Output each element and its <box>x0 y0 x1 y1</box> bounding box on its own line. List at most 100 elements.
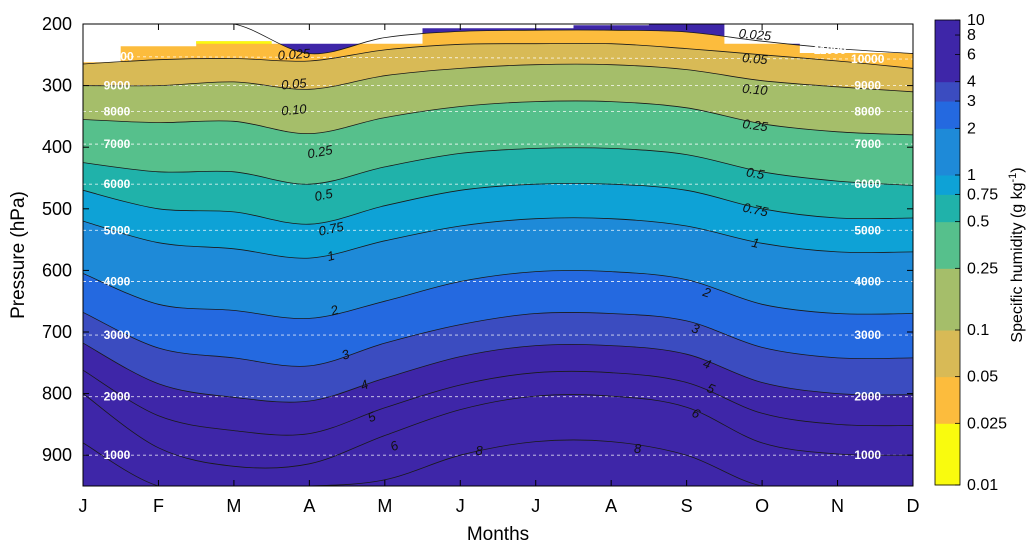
contour-line-8 <box>83 439 913 486</box>
y-tick-label: 400 <box>42 137 72 157</box>
colorbar-label: 0.75 <box>967 186 998 203</box>
altitude-label-left: 5000 <box>104 223 131 237</box>
contour-line-1 <box>83 217 913 259</box>
contour-line-6 <box>83 393 913 469</box>
colorbar-label: 0.05 <box>967 369 998 386</box>
contour-line-0.025 <box>83 24 913 55</box>
altitude-label-right: 7000 <box>854 137 881 151</box>
altitude-label-right: 4000 <box>854 274 881 288</box>
colorbar: 0.01 0.025 0.05 0.1 0.25 0.5 0.75 1 2 3 4 6 810 <box>934 12 1007 494</box>
y-tick-label: 200 <box>42 14 72 34</box>
colorbar-swatch <box>935 194 960 223</box>
colorbar-swatch <box>935 20 960 83</box>
contour-line-0.75 <box>83 182 913 225</box>
colorbar-swatch <box>935 221 960 269</box>
altitude-label-right: 2000 <box>854 390 881 404</box>
altitude-label-left: 3000 <box>104 328 131 342</box>
colorbar-label: 0.1 <box>967 322 989 339</box>
x-tick-label: S <box>681 496 693 516</box>
colorbar-label: 2 <box>967 120 976 137</box>
x-axis-title: Months <box>467 524 529 543</box>
band-fill-10 <box>83 343 913 486</box>
y-tick-label: 700 <box>42 322 72 342</box>
contour-label: 1 <box>750 235 760 251</box>
yellow-band-segment <box>196 41 272 44</box>
colorbar-swatch <box>935 101 960 129</box>
contour-lines <box>83 24 913 486</box>
colorbar-swatch <box>935 128 960 176</box>
altitude-label-right: 6000 <box>854 177 881 191</box>
colorbar-label: 10 <box>967 12 985 29</box>
colorbar-label: 6 <box>967 46 976 63</box>
altitude-label-left: 2000 <box>104 390 131 404</box>
altitude-label-left: 7000 <box>104 137 131 151</box>
contour-label: 0.10 <box>281 101 308 118</box>
altitude-label-left: 9000 <box>104 79 131 93</box>
x-tick-label: M <box>226 496 241 516</box>
contour-line-4 <box>83 342 913 403</box>
colorbar-title: Specific humidity (g kg-1) <box>1007 167 1026 342</box>
x-tick-label: M <box>377 496 392 516</box>
altitude-label-left: 1000 <box>104 448 131 462</box>
contour-label: 0.75 <box>317 219 346 239</box>
y-tick-label: 300 <box>42 76 72 96</box>
colorbar-frame <box>934 19 961 486</box>
altitude-gridline <box>83 56 913 60</box>
y-axis: 200 300 400 500 600 700 800 900 <box>42 14 913 465</box>
y-tick-label: 500 <box>42 199 72 219</box>
contour-line-0.05 <box>83 42 913 69</box>
contour-label: 8 <box>634 441 642 456</box>
colorbar-label: 0.01 <box>967 477 998 494</box>
colorbar-label: 1 <box>967 167 976 184</box>
contour-label: 0.025 <box>277 46 311 63</box>
contour-label: 0.5 <box>745 164 766 182</box>
y-tick-label: 900 <box>42 445 72 465</box>
colorbar-title-sup: -1 <box>1007 173 1019 183</box>
x-tick-label: A <box>303 496 315 516</box>
altitude-label-left: 6000 <box>104 177 131 191</box>
contour-label: 0.25 <box>742 116 770 134</box>
colorbar-title-main: Specific humidity (g kg <box>1009 183 1026 343</box>
altitude-label-left: 8000 <box>104 104 131 118</box>
colorbar-swatch <box>935 175 960 195</box>
altitude-label-left: 10000 <box>100 50 134 64</box>
colorbar-swatch <box>935 81 960 102</box>
colorbar-label: 0.25 <box>967 260 998 277</box>
x-tick-label: O <box>755 496 769 516</box>
contour-label: 8 <box>476 443 484 458</box>
colorbar-swatch <box>935 376 960 424</box>
contour-label: 4 <box>701 356 713 373</box>
contour-label: 0.75 <box>742 200 771 220</box>
altitude-label-right: 10000 <box>851 52 885 66</box>
y-tick-label: 800 <box>42 384 72 404</box>
contour-line-0.25 <box>83 100 913 136</box>
contour-label: 0.10 <box>742 81 769 98</box>
x-tick-label: F <box>153 496 164 516</box>
colorbar-label: 3 <box>967 93 976 110</box>
plot-frame <box>82 23 914 487</box>
altitude-label-left: 4000 <box>104 274 131 288</box>
colorbar-swatch <box>935 268 960 331</box>
altitude-gridlines <box>83 56 913 456</box>
altitude-label-right: 1000 <box>854 448 881 462</box>
contour-label: 0.05 <box>742 50 769 67</box>
contour-labels: 1000 1000 2000 2000 3000 3000 4000 4000 5000 5000… <box>100 26 884 462</box>
y-tick-label: 600 <box>42 260 72 280</box>
x-tick-label: J <box>456 496 465 516</box>
contour-label: 1 <box>325 248 336 264</box>
contour-line-5 <box>83 369 913 436</box>
missing-data-mask <box>83 24 913 63</box>
contour-label: 0.05 <box>281 75 308 92</box>
colorbar-label: 0.025 <box>967 415 1007 432</box>
colorbar-label: 8 <box>967 27 976 44</box>
colorbar-swatch <box>935 330 960 378</box>
y-axis-title: Pressure (hPa) <box>8 191 29 319</box>
altitude-label-right: 5000 <box>854 223 881 237</box>
contour-line-3 <box>83 311 913 367</box>
x-tick-label: N <box>831 496 844 516</box>
x-tick-label: J <box>531 496 540 516</box>
contour-line-0.5 <box>83 147 913 186</box>
altitude-label-right: 8000 <box>854 104 881 118</box>
